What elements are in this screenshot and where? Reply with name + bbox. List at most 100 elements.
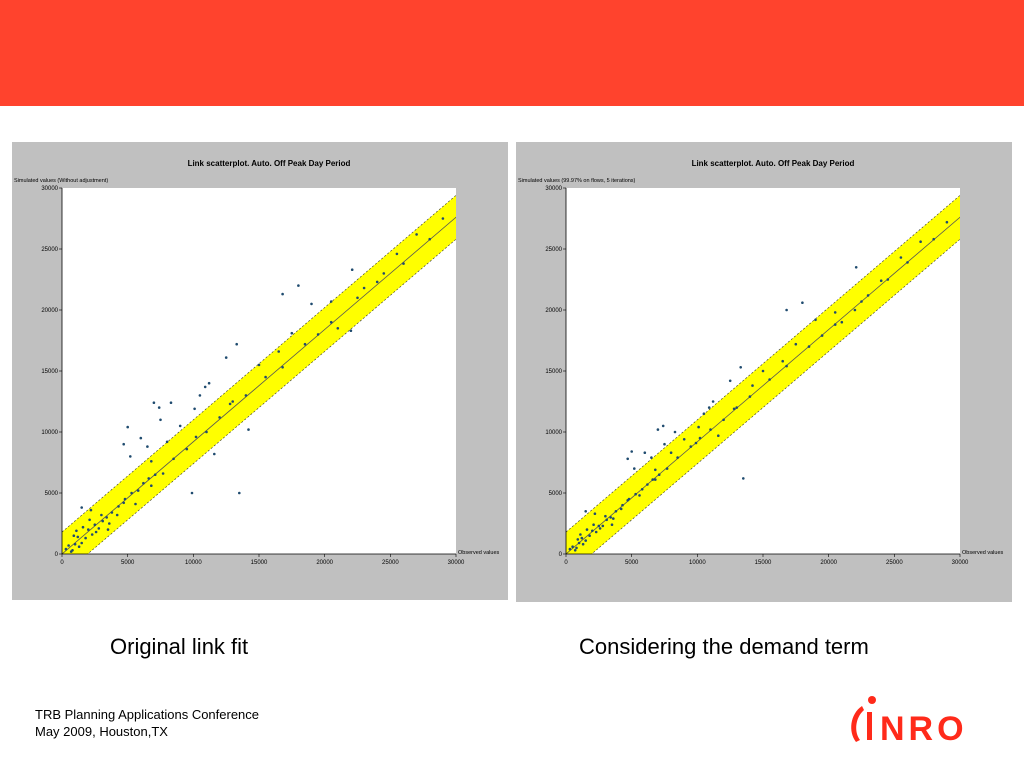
data-point	[604, 514, 607, 518]
data-point	[853, 308, 857, 312]
left-scatterplot: Link scatterplot. Auto. Off Peak Day Per…	[14, 159, 500, 566]
data-point	[605, 518, 608, 522]
data-point	[152, 401, 156, 405]
data-point	[833, 323, 837, 326]
data-point	[717, 434, 720, 438]
data-point	[697, 425, 700, 429]
right-caption: Considering the demand term	[579, 634, 869, 659]
x-tick-label: 15000	[755, 560, 772, 566]
header-band	[0, 0, 1024, 106]
data-point	[739, 366, 742, 369]
data-point	[581, 542, 585, 546]
x-tick-label: 0	[564, 560, 568, 566]
data-point	[621, 503, 624, 507]
data-point	[375, 280, 379, 284]
data-point	[428, 237, 432, 241]
data-point	[90, 533, 94, 536]
data-point	[732, 407, 736, 411]
data-point	[573, 549, 577, 552]
data-point	[185, 447, 189, 451]
y-tick-label: 0	[559, 552, 563, 558]
data-point	[105, 516, 108, 519]
data-point	[238, 491, 241, 495]
data-point	[665, 467, 669, 470]
y-tick-label: 20000	[41, 308, 58, 314]
data-point	[100, 513, 103, 517]
data-point	[122, 442, 125, 446]
data-point	[123, 497, 127, 501]
data-point	[735, 406, 738, 409]
data-point	[886, 278, 890, 281]
x-tick-label: 30000	[448, 560, 465, 566]
data-point	[597, 524, 601, 528]
data-point	[130, 491, 133, 495]
data-point	[94, 530, 98, 534]
data-point	[281, 366, 284, 369]
data-point	[122, 501, 125, 505]
data-point	[190, 491, 194, 495]
data-point	[577, 541, 581, 545]
data-point	[281, 292, 284, 296]
x-tick-label: 20000	[820, 560, 837, 566]
data-point	[657, 473, 661, 477]
data-point	[584, 510, 587, 513]
data-point	[610, 523, 614, 526]
data-point	[748, 395, 752, 398]
data-point	[198, 394, 202, 397]
data-point	[207, 381, 211, 385]
data-point	[860, 300, 863, 303]
data-point	[310, 302, 313, 306]
right-scatterplot: Link scatterplot. Auto. Off Peak Day Per…	[518, 159, 1004, 566]
data-point	[588, 534, 591, 537]
data-point	[415, 233, 418, 236]
data-point	[833, 311, 837, 314]
data-point	[77, 545, 81, 548]
data-point	[592, 523, 595, 526]
left-scatterplot-panel: Link scatterplot. Auto. Off Peak Day Per…	[12, 142, 508, 600]
data-point	[676, 456, 679, 459]
footer-line-2: May 2009, Houston,TX	[35, 724, 168, 739]
data-point	[781, 359, 784, 363]
y-tick-label: 10000	[545, 430, 562, 436]
data-point	[402, 262, 405, 265]
data-point	[75, 529, 78, 533]
data-point	[147, 477, 150, 480]
data-point	[694, 441, 698, 445]
data-point	[742, 477, 745, 480]
x-tick-label: 10000	[689, 560, 706, 566]
data-point	[656, 428, 660, 431]
data-point	[728, 379, 732, 383]
data-point	[110, 511, 114, 514]
data-point	[593, 512, 597, 515]
data-point	[97, 527, 101, 530]
data-point	[150, 484, 153, 488]
data-point	[80, 506, 83, 509]
data-point	[165, 440, 169, 444]
x-axis-label: Observed values	[458, 550, 500, 556]
data-point	[579, 533, 582, 536]
y-tick-label: 25000	[41, 247, 58, 253]
data-point	[115, 513, 119, 517]
data-point	[67, 544, 70, 547]
data-point	[633, 467, 636, 470]
data-point	[81, 525, 85, 529]
data-point	[101, 519, 104, 523]
data-point	[571, 545, 574, 548]
data-point	[136, 489, 140, 492]
data-point	[643, 451, 647, 455]
data-point	[336, 327, 340, 330]
x-tick-label: 30000	[952, 560, 969, 566]
data-point	[224, 356, 228, 359]
right-scatterplot-panel: Link scatterplot. Auto. Off Peak Day Per…	[516, 142, 1012, 602]
data-point	[794, 342, 798, 346]
data-point	[76, 535, 80, 539]
data-point	[568, 547, 572, 551]
data-point	[213, 452, 216, 456]
data-point	[785, 364, 788, 368]
data-point	[768, 378, 771, 381]
data-point	[64, 547, 68, 551]
upper-bound-line	[566, 194, 960, 533]
data-point	[161, 472, 165, 475]
data-point	[919, 240, 922, 243]
upper-bound-line	[62, 194, 456, 533]
